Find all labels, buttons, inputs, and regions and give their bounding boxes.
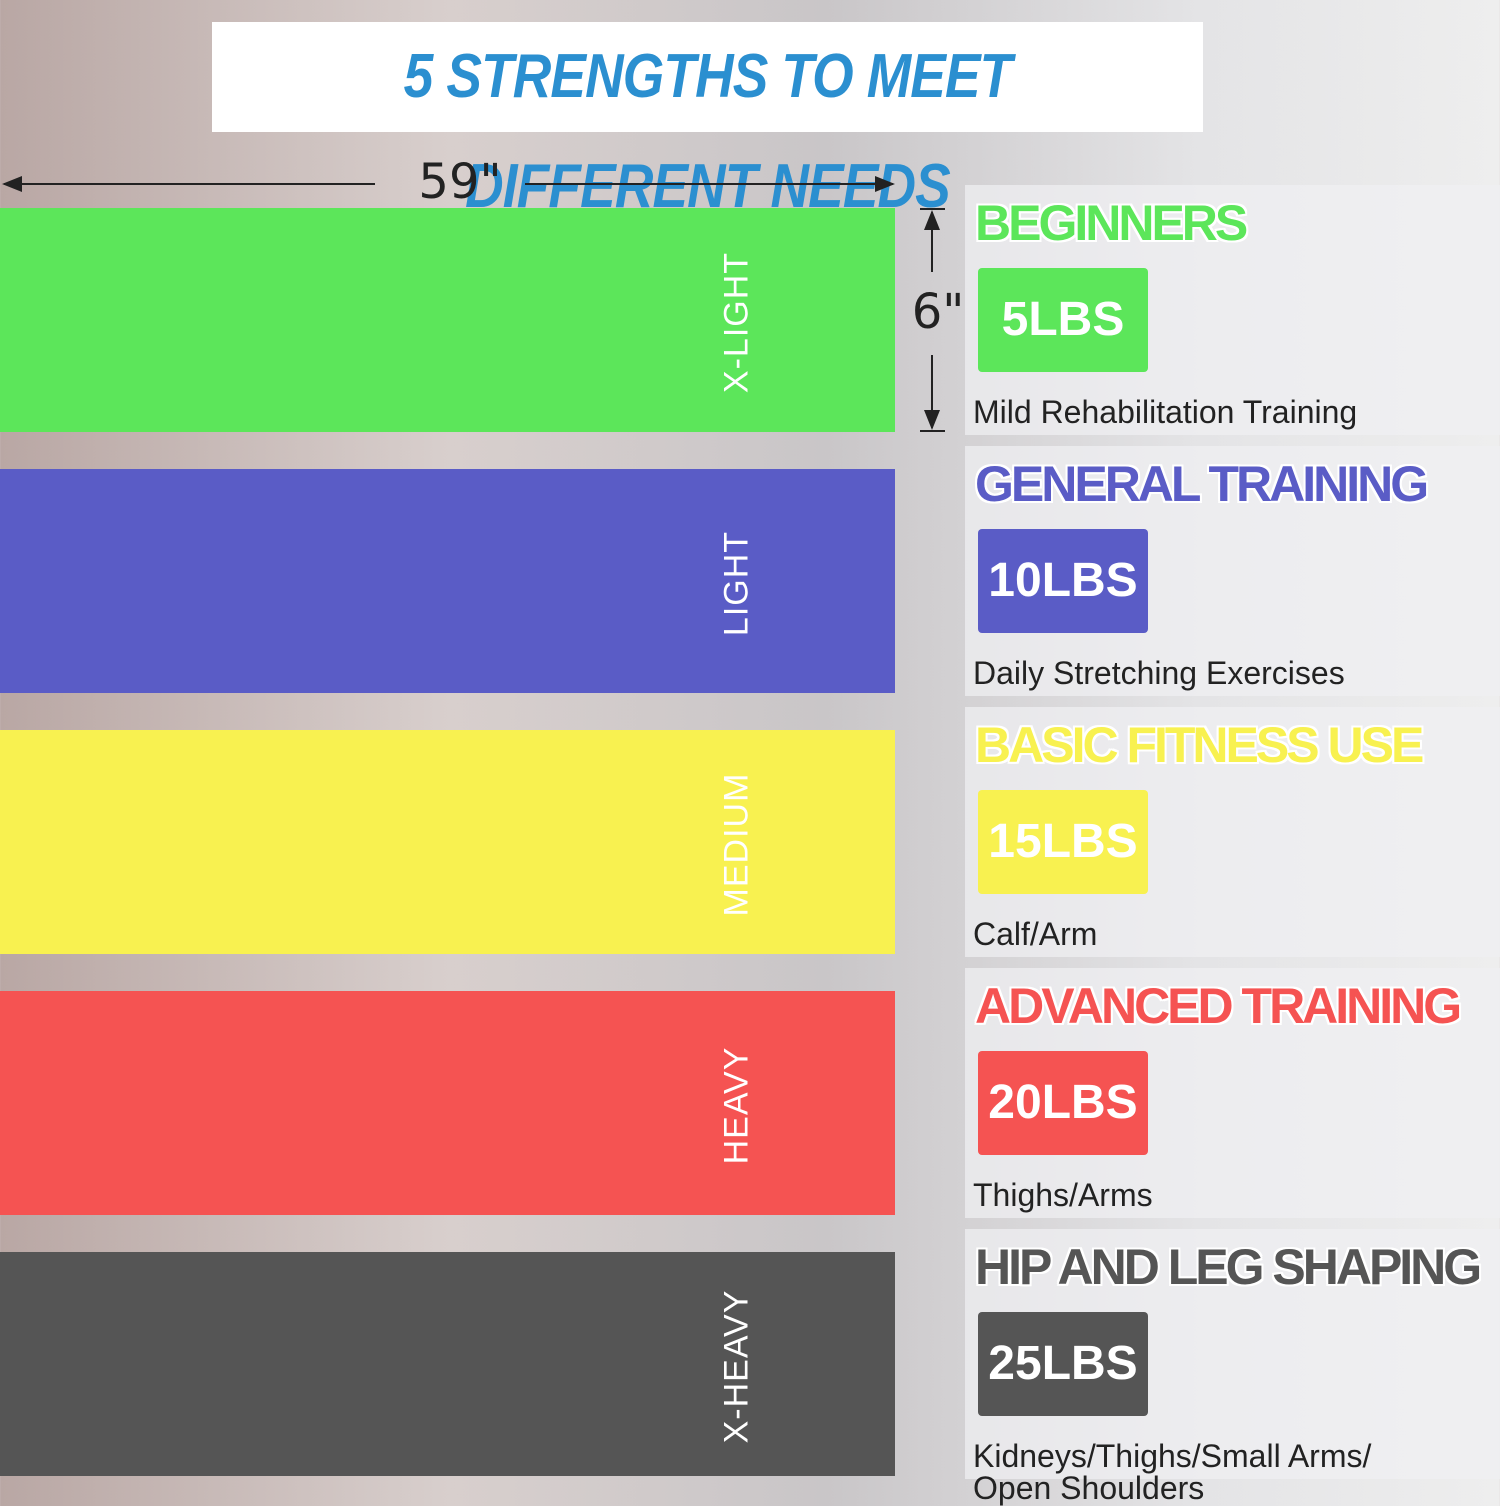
use-text: Daily Stretching Exercises xyxy=(973,655,1345,691)
band-label: LIGHT xyxy=(717,530,756,637)
band xyxy=(0,1252,895,1476)
use-text: Calf/Arm xyxy=(973,916,1098,952)
band-label: HEAVY xyxy=(717,1046,756,1165)
weight: 20LBS xyxy=(988,1076,1138,1129)
title-box xyxy=(212,22,1203,132)
weight-box xyxy=(978,790,1148,894)
weight-box xyxy=(978,1051,1148,1155)
level-title: BEGINNERS xyxy=(975,195,1248,251)
band-label: X-HEAVY xyxy=(717,1289,756,1444)
weight: 10LBS xyxy=(988,554,1138,607)
level-title: HIP AND LEG SHAPING xyxy=(975,1239,1482,1295)
band xyxy=(0,991,895,1215)
weight-box xyxy=(978,529,1148,633)
weight: 25LBS xyxy=(988,1337,1138,1390)
band xyxy=(0,730,895,954)
band xyxy=(0,208,895,432)
width-label: 6" xyxy=(911,284,965,340)
weight-box xyxy=(978,1312,1148,1416)
length-label: 59" xyxy=(418,154,502,210)
band-label: MEDIUM xyxy=(717,772,756,917)
band-label: X-LIGHT xyxy=(717,251,756,394)
level-title: GENERAL TRAINING xyxy=(975,456,1429,512)
weight: 15LBS xyxy=(988,815,1138,868)
use-text: Mild Rehabilitation Training xyxy=(973,394,1358,430)
use-text: Thighs/Arms xyxy=(973,1177,1153,1213)
weight: 5LBS xyxy=(1001,293,1125,346)
level-title: BASIC FITNESS USE xyxy=(975,717,1424,773)
weight-box xyxy=(978,268,1148,372)
use-text: Kidneys/Thighs/Small Arms/ Open Shoulder… xyxy=(973,1438,1372,1506)
band xyxy=(0,469,895,693)
level-title: ADVANCED TRAINING xyxy=(975,978,1462,1034)
